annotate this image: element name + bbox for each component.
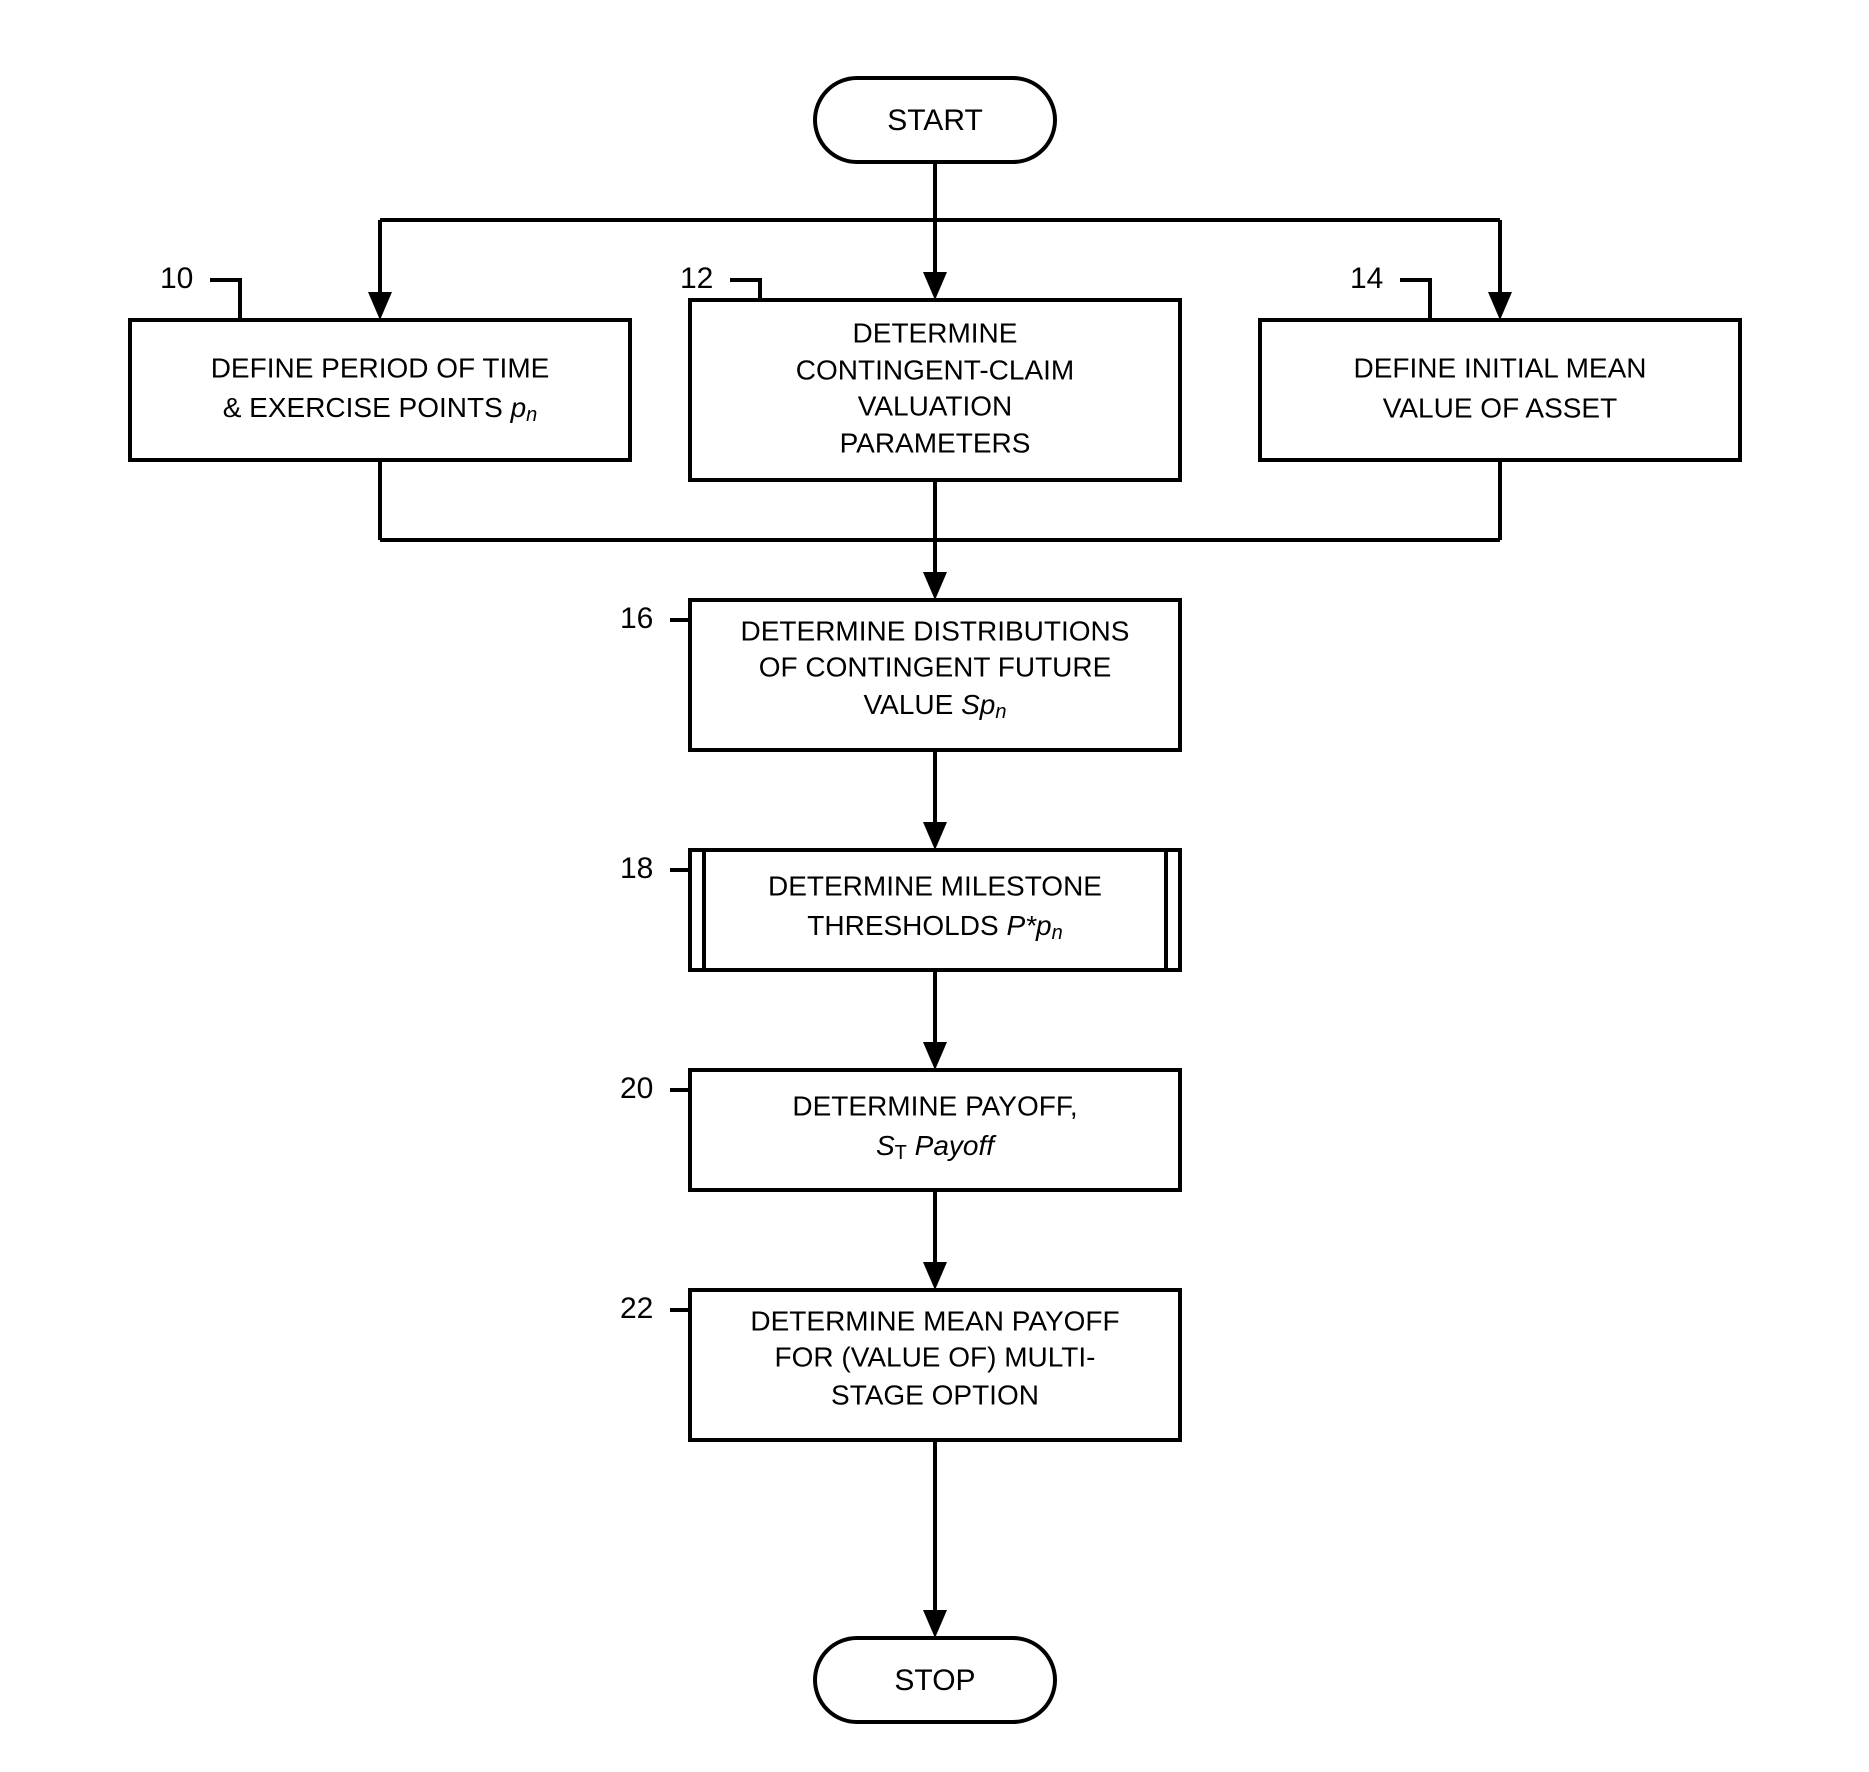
box-18-line-0: DETERMINE MILESTONE — [768, 870, 1102, 901]
box-18-line-1: THRESHOLDS P*pn — [807, 910, 1062, 944]
box-18: 18 DETERMINE MILESTONE THRESHOLDS P*pn — [620, 850, 1180, 970]
box-12-line-1: CONTINGENT-CLAIM — [796, 354, 1074, 385]
box-12-line-3: PARAMETERS — [840, 427, 1031, 458]
box-22-number: 22 — [620, 1292, 653, 1325]
box-20-line-1: ST Payoff — [876, 1130, 997, 1164]
box-20-line-0: DETERMINE PAYOFF, — [792, 1090, 1077, 1121]
box-12-line-2: VALUATION — [858, 390, 1013, 421]
start-label: START — [887, 104, 983, 137]
box-20: 20 DETERMINE PAYOFF, ST Payoff — [620, 1070, 1180, 1190]
box-14-line-1: VALUE OF ASSET — [1383, 392, 1617, 423]
box-22-line-1: FOR (VALUE OF) MULTI- — [775, 1341, 1096, 1372]
box-10-line-0: DEFINE PERIOD OF TIME — [211, 352, 550, 383]
label-hook-14 — [1400, 280, 1430, 320]
box-14-line-0: DEFINE INITIAL MEAN — [1353, 352, 1646, 383]
box-10-number: 10 — [160, 262, 193, 295]
box-10-line-1: & EXERCISE POINTS pn — [223, 392, 538, 426]
box-22: 22 DETERMINE MEAN PAYOFF FOR (VALUE OF) MU… — [620, 1290, 1180, 1440]
box-12-number: 12 — [680, 262, 713, 295]
box-18-number: 18 — [620, 852, 653, 885]
label-hook-12 — [730, 280, 760, 300]
start-terminal: START — [815, 78, 1055, 162]
label-hook-10 — [210, 280, 240, 320]
box-12: 12 DETERMINE CONTINGENT-CLAIM VALUATION PARA… — [680, 262, 1180, 480]
box-16-line-1: OF CONTINGENT FUTURE — [759, 651, 1112, 682]
box-14-number: 14 — [1350, 262, 1383, 295]
box-16-line-2: VALUE Spn — [864, 689, 1007, 723]
box-22-line-2: STAGE OPTION — [831, 1379, 1039, 1410]
box-22-line-0: DETERMINE MEAN PAYOFF — [750, 1305, 1119, 1336]
stop-label: STOP — [894, 1664, 975, 1697]
box-16: 16 DETERMINE DISTRIBUTIONS OF CONTINGENT F… — [620, 600, 1180, 750]
box-20-number: 20 — [620, 1072, 653, 1105]
box-12-line-0: DETERMINE — [853, 317, 1018, 348]
box-16-number: 16 — [620, 602, 653, 635]
box-16-line-0: DETERMINE DISTRIBUTIONS — [741, 615, 1130, 646]
stop-terminal: STOP — [815, 1638, 1055, 1722]
